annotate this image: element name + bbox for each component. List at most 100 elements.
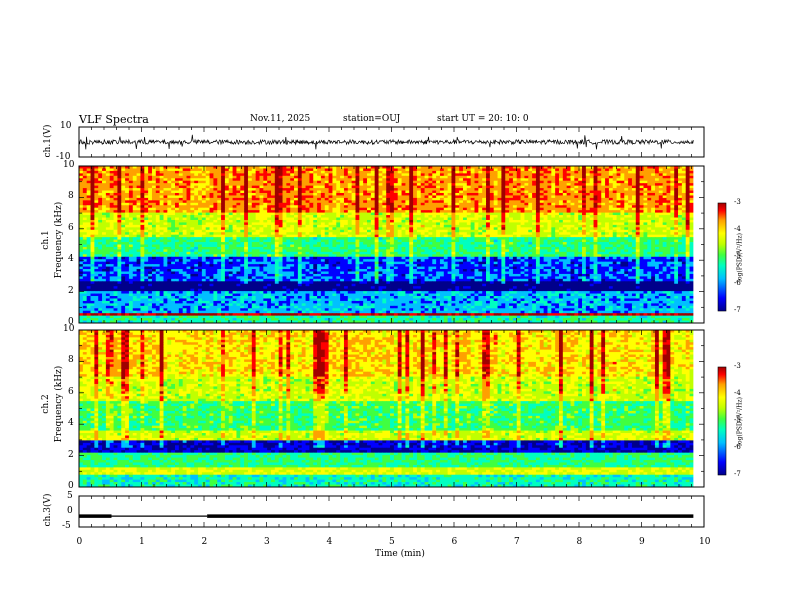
spectrogram-cell [224,224,230,228]
spectrogram-cell [151,178,157,182]
spectrogram-cell [639,178,644,182]
spectrogram-cell [228,178,233,182]
spectrogram-cell [144,166,149,169]
spectrogram-cell [247,205,253,209]
spectrogram-cell [535,212,541,216]
spectrogram-cell [662,166,667,169]
spectrogram-cell [175,222,180,226]
spectrogram-cell [155,232,161,236]
spectrogram-cell [171,212,176,216]
spectrogram-cell [620,217,625,221]
spectrogram-cell [612,232,617,236]
spectrogram-cell [585,197,591,201]
spectrogram-cell [574,173,579,177]
spectrogram-cell [317,217,322,221]
spectrogram-cell [558,239,564,243]
spectrogram-cell [198,217,203,221]
spectrogram-cell [386,197,391,201]
spectrogram-cell [286,210,291,214]
spectrogram-cell [255,185,260,189]
spectrogram-cell [255,200,260,204]
spectrogram-cell [528,173,533,177]
spectrogram-cell [390,219,395,223]
spectrogram-cell [366,168,372,172]
spectrogram-cell [224,180,230,184]
spectrogram-cell [259,222,264,226]
spectrogram-cell [616,190,621,194]
spectrogram-cell [148,210,153,214]
spectrogram-cell [486,183,491,187]
spectrogram-cell [436,175,441,179]
spectrogram-cell [171,224,176,228]
spectrogram-cell [532,175,537,179]
spectrogram-cell [635,188,641,191]
spectrogram-cell [616,239,621,243]
spectrogram-cell [317,219,322,223]
spectrogram-cell [121,227,126,231]
spectrogram-cell [528,212,533,216]
spectrogram-cell [428,237,433,240]
spectrogram-cell [163,170,168,174]
spectrogram-cell [374,197,379,201]
spectrogram-cell [482,168,487,172]
spectrogram-cell [662,207,667,211]
spectrogram-cell [178,185,184,189]
spectrogram-cell [497,219,502,223]
spectrogram-cell [259,239,264,243]
spectrogram-cell [240,170,245,174]
spectrogram-cell [401,207,406,211]
spectrogram-cell [478,205,483,209]
spectrogram-cell [297,170,303,174]
spectrogram-cell [267,232,272,236]
spectrogram-cell [631,215,637,218]
spectrogram-cell [340,178,345,182]
spectrogram-cell [574,195,579,199]
spectrogram-cell [224,210,230,214]
spectrogram-cell [439,195,445,199]
spectrogram-cell [178,200,184,204]
spectrogram-cell [305,192,310,196]
spectrogram-cell [447,175,452,179]
spectrogram-cell [551,190,556,194]
spectrogram-cell [436,170,441,174]
spectrogram-cell [616,224,621,228]
spectrogram-cell [102,168,107,172]
spectrogram-cell [409,190,414,194]
spectrogram-cell [328,217,333,221]
spectrogram-cell [328,178,333,182]
spectrogram-cell [247,207,253,211]
spectrogram-cell [413,197,418,201]
spectrogram-cell [251,200,257,204]
spectrogram-cell [151,170,157,174]
spectrogram-cell [562,170,568,174]
spectrogram-cell [578,210,583,214]
spectrogram-cell [428,188,433,191]
spectrogram-cell [194,166,199,169]
spectrogram-cell [128,173,134,177]
spectrogram-cell [662,190,667,194]
spectrogram-cell [462,190,468,194]
spectrogram-cell [382,229,387,233]
spectrogram-cell [589,237,594,240]
spectrogram-cell [535,190,541,194]
spectrogram-cell [347,188,353,191]
spectrogram-cell [313,173,318,177]
spectrogram-cell [501,210,506,214]
spectrogram-cell [221,210,226,214]
spectrogram-cell [263,175,268,179]
spectrogram-cell [148,188,153,191]
spectrogram-cell [109,200,114,204]
spectrogram-cell [194,185,199,189]
spectrogram-cell [597,239,602,243]
spectrogram-cell [466,192,472,196]
spectrogram-cell [436,234,441,238]
spectrogram-cell [313,219,318,223]
spectrogram-cell [328,195,333,199]
spectrogram-cell [347,237,353,240]
spectrogram-cell [282,185,287,189]
spectrogram-cell [286,239,291,243]
spectrogram-cell [451,180,456,184]
spectrogram-cell [585,239,591,243]
spectrogram-cell [466,190,472,194]
spectrogram-cell [405,195,410,199]
